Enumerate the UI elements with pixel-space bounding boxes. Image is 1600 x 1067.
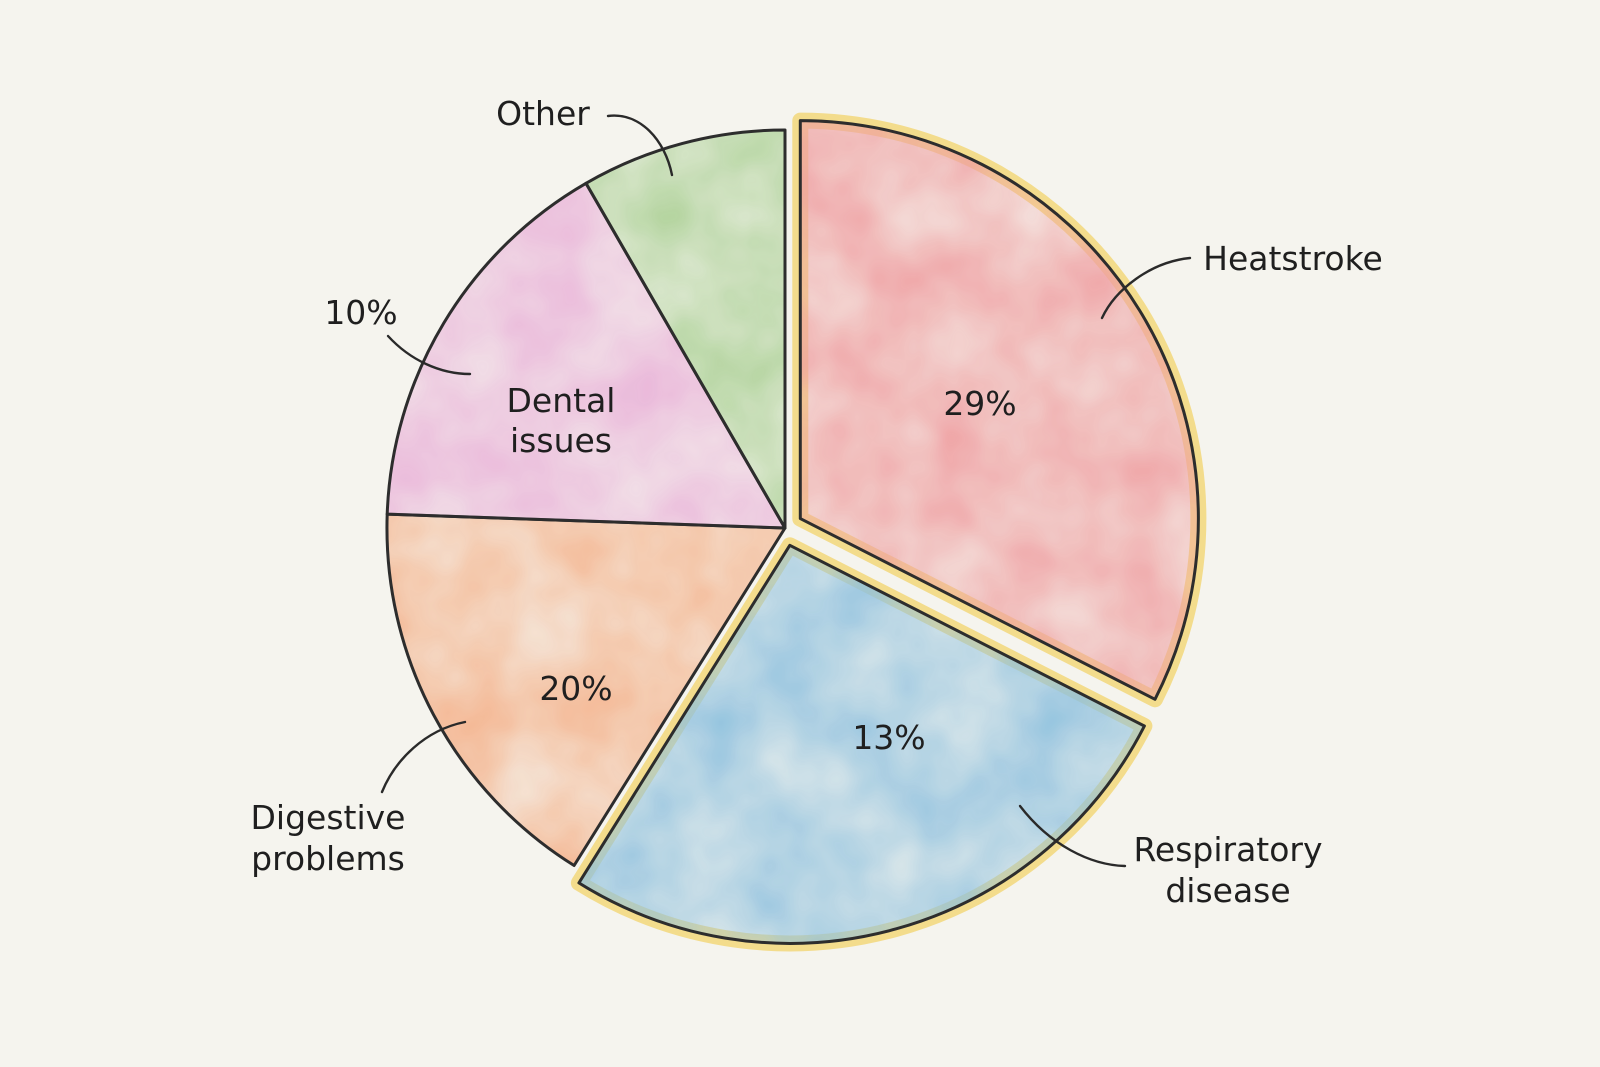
slice-digestive-problems[interactable]: [385, 512, 787, 867]
value-label-digestive-problems: 20%: [539, 669, 612, 708]
label-dental-issues-line2: issues: [510, 421, 612, 460]
label-other: Other: [496, 94, 590, 133]
slice-other[interactable]: [584, 128, 787, 530]
callout-digestive: [380, 720, 467, 794]
label-respiratory-disease-line2: disease: [1165, 871, 1290, 910]
slices: [385, 112, 1207, 952]
callout-dental-percent: [386, 334, 472, 376]
label-digestive-problems-line2: problems: [251, 839, 405, 878]
callout-other: [606, 114, 674, 177]
label-dental-issues-line1: Dental: [507, 381, 616, 420]
slice-dental-issues[interactable]: [385, 181, 787, 530]
value-label-heatstroke: 29%: [943, 384, 1016, 423]
value-label-respiratory-disease: 13%: [852, 718, 925, 757]
value-label-dental-issues: 10%: [324, 293, 397, 332]
callout-respiratory: [1018, 804, 1127, 868]
callouts: [380, 114, 1192, 868]
slice-respiratory-disease[interactable]: [570, 537, 1153, 952]
slice-heatstroke[interactable]: [792, 112, 1207, 708]
label-respiratory-disease-line1: Respiratory: [1133, 830, 1322, 869]
label-digestive-problems-line1: Digestive: [251, 798, 406, 837]
label-heatstroke: Heatstroke: [1203, 239, 1383, 278]
labels: Other Heatstroke 29% 10% Dental issues 2…: [251, 94, 1383, 910]
callout-heatstroke: [1100, 256, 1192, 320]
